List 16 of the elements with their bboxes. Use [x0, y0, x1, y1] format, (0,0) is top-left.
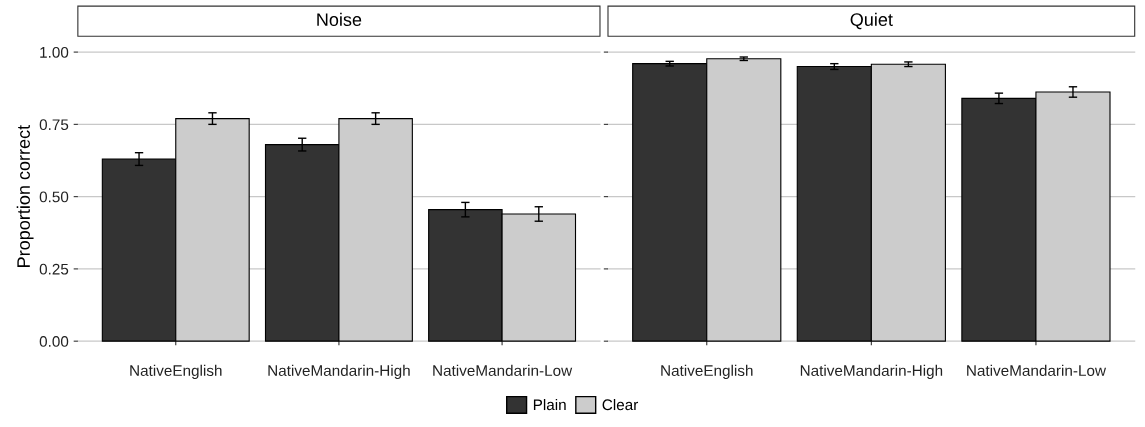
x-tick-label: NativeMandarin-Low: [967, 364, 1107, 377]
y-tick-label: 1.00: [40, 46, 69, 58]
y-tick-label: 0.00: [39, 336, 69, 347]
x-tick-label: NativeMandarin-Low: [433, 364, 573, 377]
chart-title: Quiet: [850, 12, 893, 30]
y-axis-title: Proportion correct: [16, 125, 34, 267]
y-tick-label: 0.25: [39, 263, 69, 275]
x-tick-label: NativeMandarin-High: [268, 364, 410, 380]
y-tick-label: 0.75: [39, 119, 69, 131]
chart-title: Noise: [317, 12, 362, 27]
legend-label: Plain: [533, 398, 566, 411]
x-tick-label: NativeEnglish: [130, 364, 222, 380]
y-tick-label: 0.50: [39, 191, 69, 203]
x-tick-label: NativeEnglish: [661, 364, 753, 380]
x-tick-label: NativeMandarin-High: [800, 364, 943, 380]
legend-label: Clear: [602, 398, 639, 411]
